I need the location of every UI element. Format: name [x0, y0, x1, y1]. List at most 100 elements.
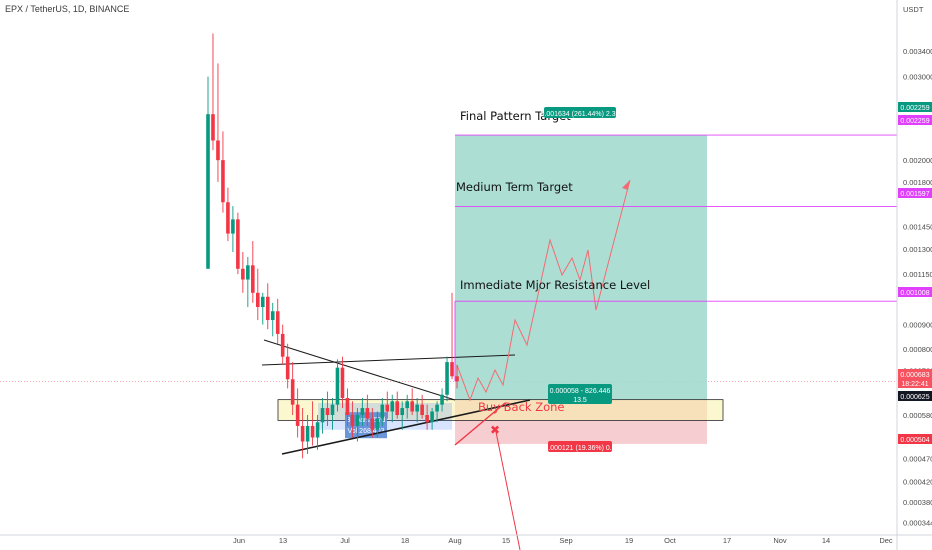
price-badge-text: 0.001597: [900, 191, 929, 198]
candle-body[interactable]: [330, 404, 335, 416]
candle-body[interactable]: [231, 219, 235, 234]
candle-body[interactable]: [295, 404, 300, 426]
position-target-badge-bg: [544, 107, 616, 118]
candle-body[interactable]: [280, 333, 285, 357]
candle-body[interactable]: [405, 401, 409, 409]
price-badge: [898, 369, 932, 379]
candle-body[interactable]: [440, 394, 444, 405]
candle-body[interactable]: [375, 418, 380, 430]
invalidation-line[interactable]: [454, 402, 506, 446]
trendline-descending[interactable]: [263, 339, 456, 401]
candle-body[interactable]: [395, 401, 400, 416]
currency-label: USDT: [903, 5, 924, 14]
price-badge: [898, 115, 932, 125]
candle-body[interactable]: [226, 202, 230, 234]
candle-body[interactable]: [425, 415, 429, 423]
y-tick-label: 0.003400: [903, 47, 932, 56]
price-badge: [898, 378, 932, 388]
y-tick-label: 0.000900: [903, 321, 932, 330]
candle-body[interactable]: [340, 367, 345, 398]
position-entry-badge-text: 13.5: [573, 397, 587, 404]
y-tick-label: 0.000344: [903, 519, 932, 528]
candle-body[interactable]: [325, 408, 330, 416]
candle-body[interactable]: [365, 408, 370, 419]
candle-body[interactable]: [236, 219, 240, 269]
candle-body[interactable]: [420, 404, 424, 416]
level-label: Final Pattern Target: [460, 109, 571, 123]
price-badge-text: 0.000683: [900, 372, 929, 379]
y-tick-label: 0.000580: [903, 411, 932, 420]
x-tick-label: Dec: [879, 536, 893, 545]
candle-body[interactable]: [285, 356, 290, 380]
invalidation-x-marker: ✖: [490, 423, 500, 437]
candle-body[interactable]: [435, 404, 439, 412]
candle-body[interactable]: [260, 296, 265, 308]
position-entry-badge-text: 0.000058 - 826.446: [550, 388, 611, 395]
price-badge: [898, 287, 932, 297]
candle-body[interactable]: [380, 404, 385, 419]
candle-body[interactable]: [275, 311, 280, 334]
candle-body[interactable]: [310, 425, 315, 438]
candle-body[interactable]: [455, 376, 459, 382]
x-tick-label: Jun: [233, 536, 245, 545]
buy-back-zone-box[interactable]: [277, 399, 724, 421]
profit-zone[interactable]: [455, 135, 707, 400]
candle-body[interactable]: [206, 114, 210, 269]
x-tick-label: 14: [822, 536, 830, 545]
candle-body[interactable]: [390, 401, 395, 412]
candle-body[interactable]: [246, 265, 250, 280]
candle-body[interactable]: [400, 408, 405, 416]
candle-body[interactable]: [335, 367, 340, 405]
candle-body[interactable]: [251, 265, 255, 293]
y-tick-label: 0.003000: [903, 73, 932, 82]
projection-path[interactable]: [456, 179, 631, 402]
price-badge: [898, 391, 932, 401]
candle-body[interactable]: [355, 415, 360, 426]
candle-body[interactable]: [430, 411, 434, 423]
position-target-badge-text: 0.001634 (261.44%) 2.35: [540, 111, 619, 118]
price-badge: [898, 434, 932, 444]
position-entry-badge-bg: [548, 384, 612, 404]
symbol-label: EPX / TetherUS, 1D, BINANCE: [5, 4, 129, 14]
candle-body[interactable]: [305, 425, 310, 442]
candle-body[interactable]: [290, 379, 295, 405]
candle-body[interactable]: [350, 415, 355, 426]
candle-body[interactable]: [385, 404, 390, 412]
candle-body[interactable]: [370, 418, 375, 430]
candle-body[interactable]: [445, 362, 449, 395]
candle-body[interactable]: [241, 268, 245, 280]
trendline-upper-flat[interactable]: [261, 354, 516, 366]
price-badge-text: 0.000504: [900, 437, 929, 444]
candle-body[interactable]: [450, 362, 454, 377]
x-tick-label: Oct: [664, 536, 677, 545]
candle-body[interactable]: [415, 404, 419, 412]
candle-body[interactable]: [410, 401, 414, 412]
x-tick-label: 15: [502, 536, 510, 545]
candle-body[interactable]: [265, 296, 270, 321]
price-badge: [898, 188, 932, 198]
level-label: Medium Term Target: [456, 180, 573, 194]
drop-line[interactable]: [495, 431, 521, 550]
price-badge: [898, 102, 932, 112]
candle-body[interactable]: [270, 311, 275, 321]
x-tick-label: 13: [279, 536, 287, 545]
candle-body[interactable]: [211, 114, 215, 141]
candle-body[interactable]: [345, 397, 350, 416]
candle-body[interactable]: [216, 140, 220, 161]
level-label: Immediate Mjor Resistance Level: [460, 278, 650, 292]
candle-body[interactable]: [256, 292, 260, 308]
buy-back-zone-label: Buy Back Zone: [478, 400, 565, 414]
candle-body[interactable]: [360, 408, 365, 416]
y-tick-label: 0.000380: [903, 498, 932, 507]
candle-body[interactable]: [300, 425, 305, 442]
y-tick-label: 0.001800: [903, 178, 932, 187]
projection-arrowhead: [622, 180, 630, 190]
candle-body[interactable]: [320, 408, 325, 423]
candle-body[interactable]: [315, 422, 320, 438]
trendline-ascending-support[interactable]: [281, 399, 531, 455]
candle-body[interactable]: [221, 160, 225, 203]
y-tick-label: 0.001300: [903, 245, 932, 254]
position-stop-badge-text: 0.000121 (19.36%) 0.9: [544, 445, 615, 452]
